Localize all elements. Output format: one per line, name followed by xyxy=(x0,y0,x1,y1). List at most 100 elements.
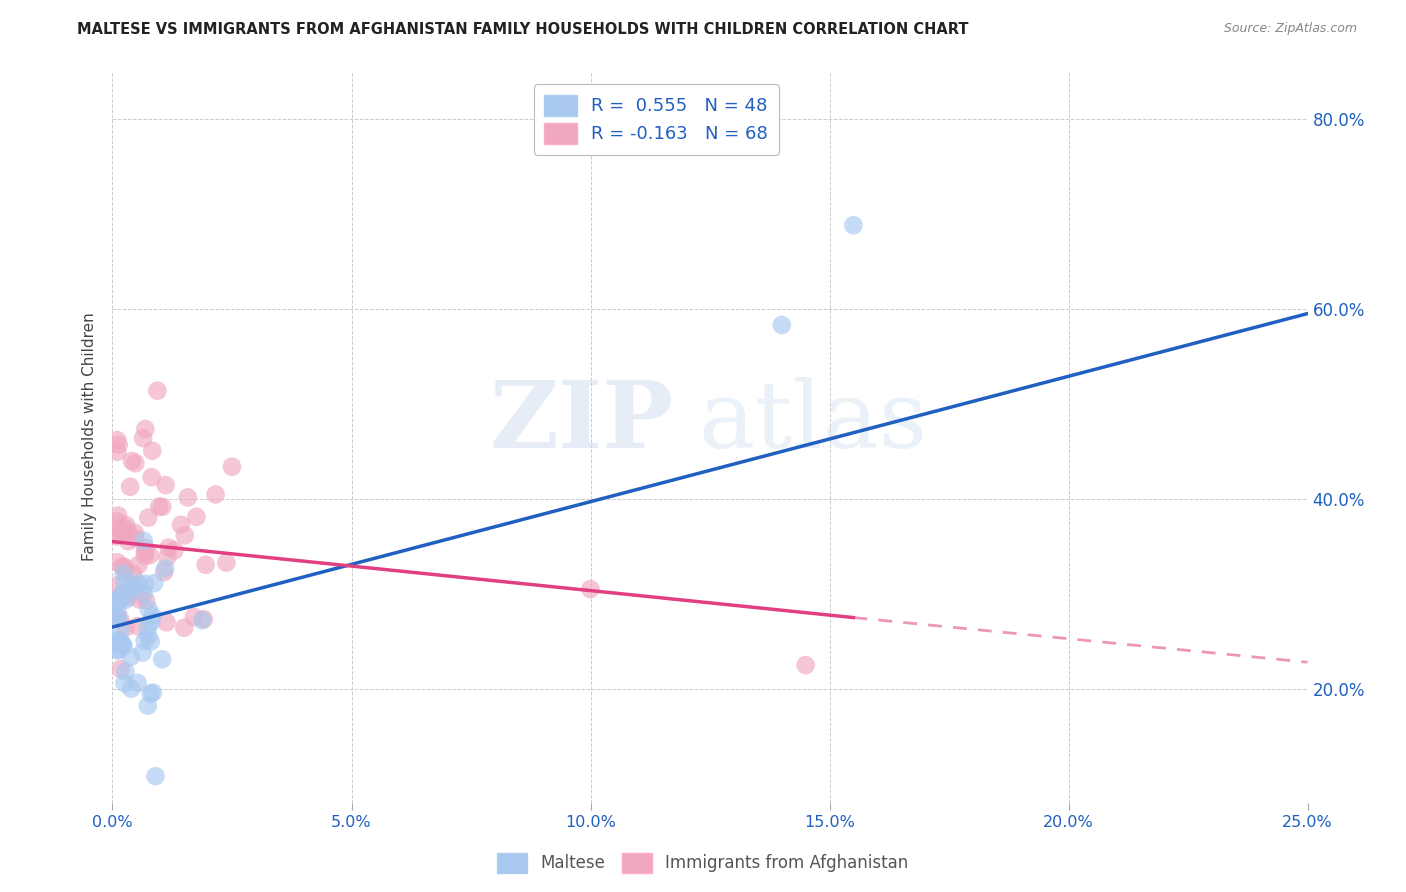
Point xyxy=(127,676,149,690)
Point xyxy=(121,582,143,596)
Text: MALTESE VS IMMIGRANTS FROM AFGHANISTAN FAMILY HOUSEHOLDS WITH CHILDREN CORRELATI: MALTESE VS IMMIGRANTS FROM AFGHANISTAN F… xyxy=(77,22,969,37)
Point xyxy=(111,559,134,574)
Point xyxy=(221,459,243,474)
Point xyxy=(124,456,146,470)
Point xyxy=(138,602,160,616)
Point xyxy=(177,491,200,505)
Point xyxy=(132,587,155,601)
Point xyxy=(114,665,136,679)
Point xyxy=(128,558,150,572)
Point xyxy=(193,612,215,626)
Point xyxy=(108,634,131,648)
Point xyxy=(136,621,159,635)
Point xyxy=(105,595,128,609)
Point xyxy=(148,500,170,514)
Point xyxy=(136,698,159,713)
Point xyxy=(111,588,134,602)
Point xyxy=(139,548,162,562)
Point xyxy=(122,566,145,581)
Point xyxy=(111,588,134,602)
Point xyxy=(107,438,129,452)
Point xyxy=(105,555,128,569)
Point xyxy=(141,615,163,629)
Point xyxy=(105,524,128,539)
Point xyxy=(143,576,166,591)
Point xyxy=(142,685,165,699)
Point xyxy=(173,621,195,635)
Point xyxy=(112,560,135,574)
Point xyxy=(135,593,157,607)
Point xyxy=(110,662,132,676)
Point xyxy=(194,558,217,572)
Point xyxy=(114,564,136,578)
Point xyxy=(134,422,156,436)
Point xyxy=(121,579,143,593)
Point xyxy=(107,508,129,523)
Legend: Maltese, Immigrants from Afghanistan: Maltese, Immigrants from Afghanistan xyxy=(491,847,915,880)
Point xyxy=(170,517,193,532)
Point xyxy=(112,640,135,654)
Point xyxy=(134,545,156,559)
Point xyxy=(156,550,179,565)
Point xyxy=(117,534,139,549)
Point xyxy=(141,443,163,458)
Point xyxy=(111,636,134,650)
Point xyxy=(134,576,156,591)
Point xyxy=(215,556,238,570)
Point xyxy=(134,549,156,563)
Point xyxy=(105,592,128,607)
Point xyxy=(153,565,176,579)
Point xyxy=(842,219,865,233)
Point xyxy=(132,533,155,548)
Point xyxy=(108,611,131,625)
Point xyxy=(163,543,186,558)
Point xyxy=(155,478,177,492)
Point xyxy=(114,521,136,535)
Text: ZIP: ZIP xyxy=(489,377,675,467)
Point xyxy=(105,610,128,624)
Point xyxy=(124,531,146,545)
Point xyxy=(117,591,139,605)
Point xyxy=(124,525,146,540)
Point xyxy=(112,575,135,590)
Point xyxy=(150,500,173,514)
Point xyxy=(120,480,142,494)
Text: atlas: atlas xyxy=(699,377,928,467)
Point xyxy=(134,633,156,648)
Point xyxy=(127,576,149,591)
Point xyxy=(204,487,226,501)
Point xyxy=(105,445,128,459)
Point xyxy=(105,633,128,648)
Point xyxy=(157,541,180,555)
Point xyxy=(108,521,131,535)
Point xyxy=(145,769,167,783)
Point xyxy=(117,524,139,539)
Point xyxy=(120,649,142,664)
Legend: R =  0.555   N = 48, R = -0.163   N = 68: R = 0.555 N = 48, R = -0.163 N = 68 xyxy=(533,84,779,154)
Point xyxy=(105,636,128,650)
Point xyxy=(115,518,138,533)
Point xyxy=(128,592,150,607)
Point xyxy=(107,611,129,625)
Point xyxy=(111,638,134,652)
Point xyxy=(110,622,132,636)
Point xyxy=(105,643,128,657)
Point xyxy=(173,528,195,542)
Point xyxy=(183,609,205,624)
Point xyxy=(141,609,163,624)
Point xyxy=(132,431,155,445)
Point xyxy=(115,620,138,634)
Point xyxy=(127,619,149,633)
Point xyxy=(111,525,134,540)
Point xyxy=(150,652,173,666)
Point xyxy=(186,509,208,524)
Point xyxy=(120,681,142,696)
Point xyxy=(105,514,128,528)
Point xyxy=(105,610,128,624)
Text: Source: ZipAtlas.com: Source: ZipAtlas.com xyxy=(1223,22,1357,36)
Point xyxy=(136,510,159,524)
Point xyxy=(579,582,602,596)
Point xyxy=(153,561,176,575)
Point xyxy=(114,592,136,607)
Point xyxy=(105,529,128,543)
